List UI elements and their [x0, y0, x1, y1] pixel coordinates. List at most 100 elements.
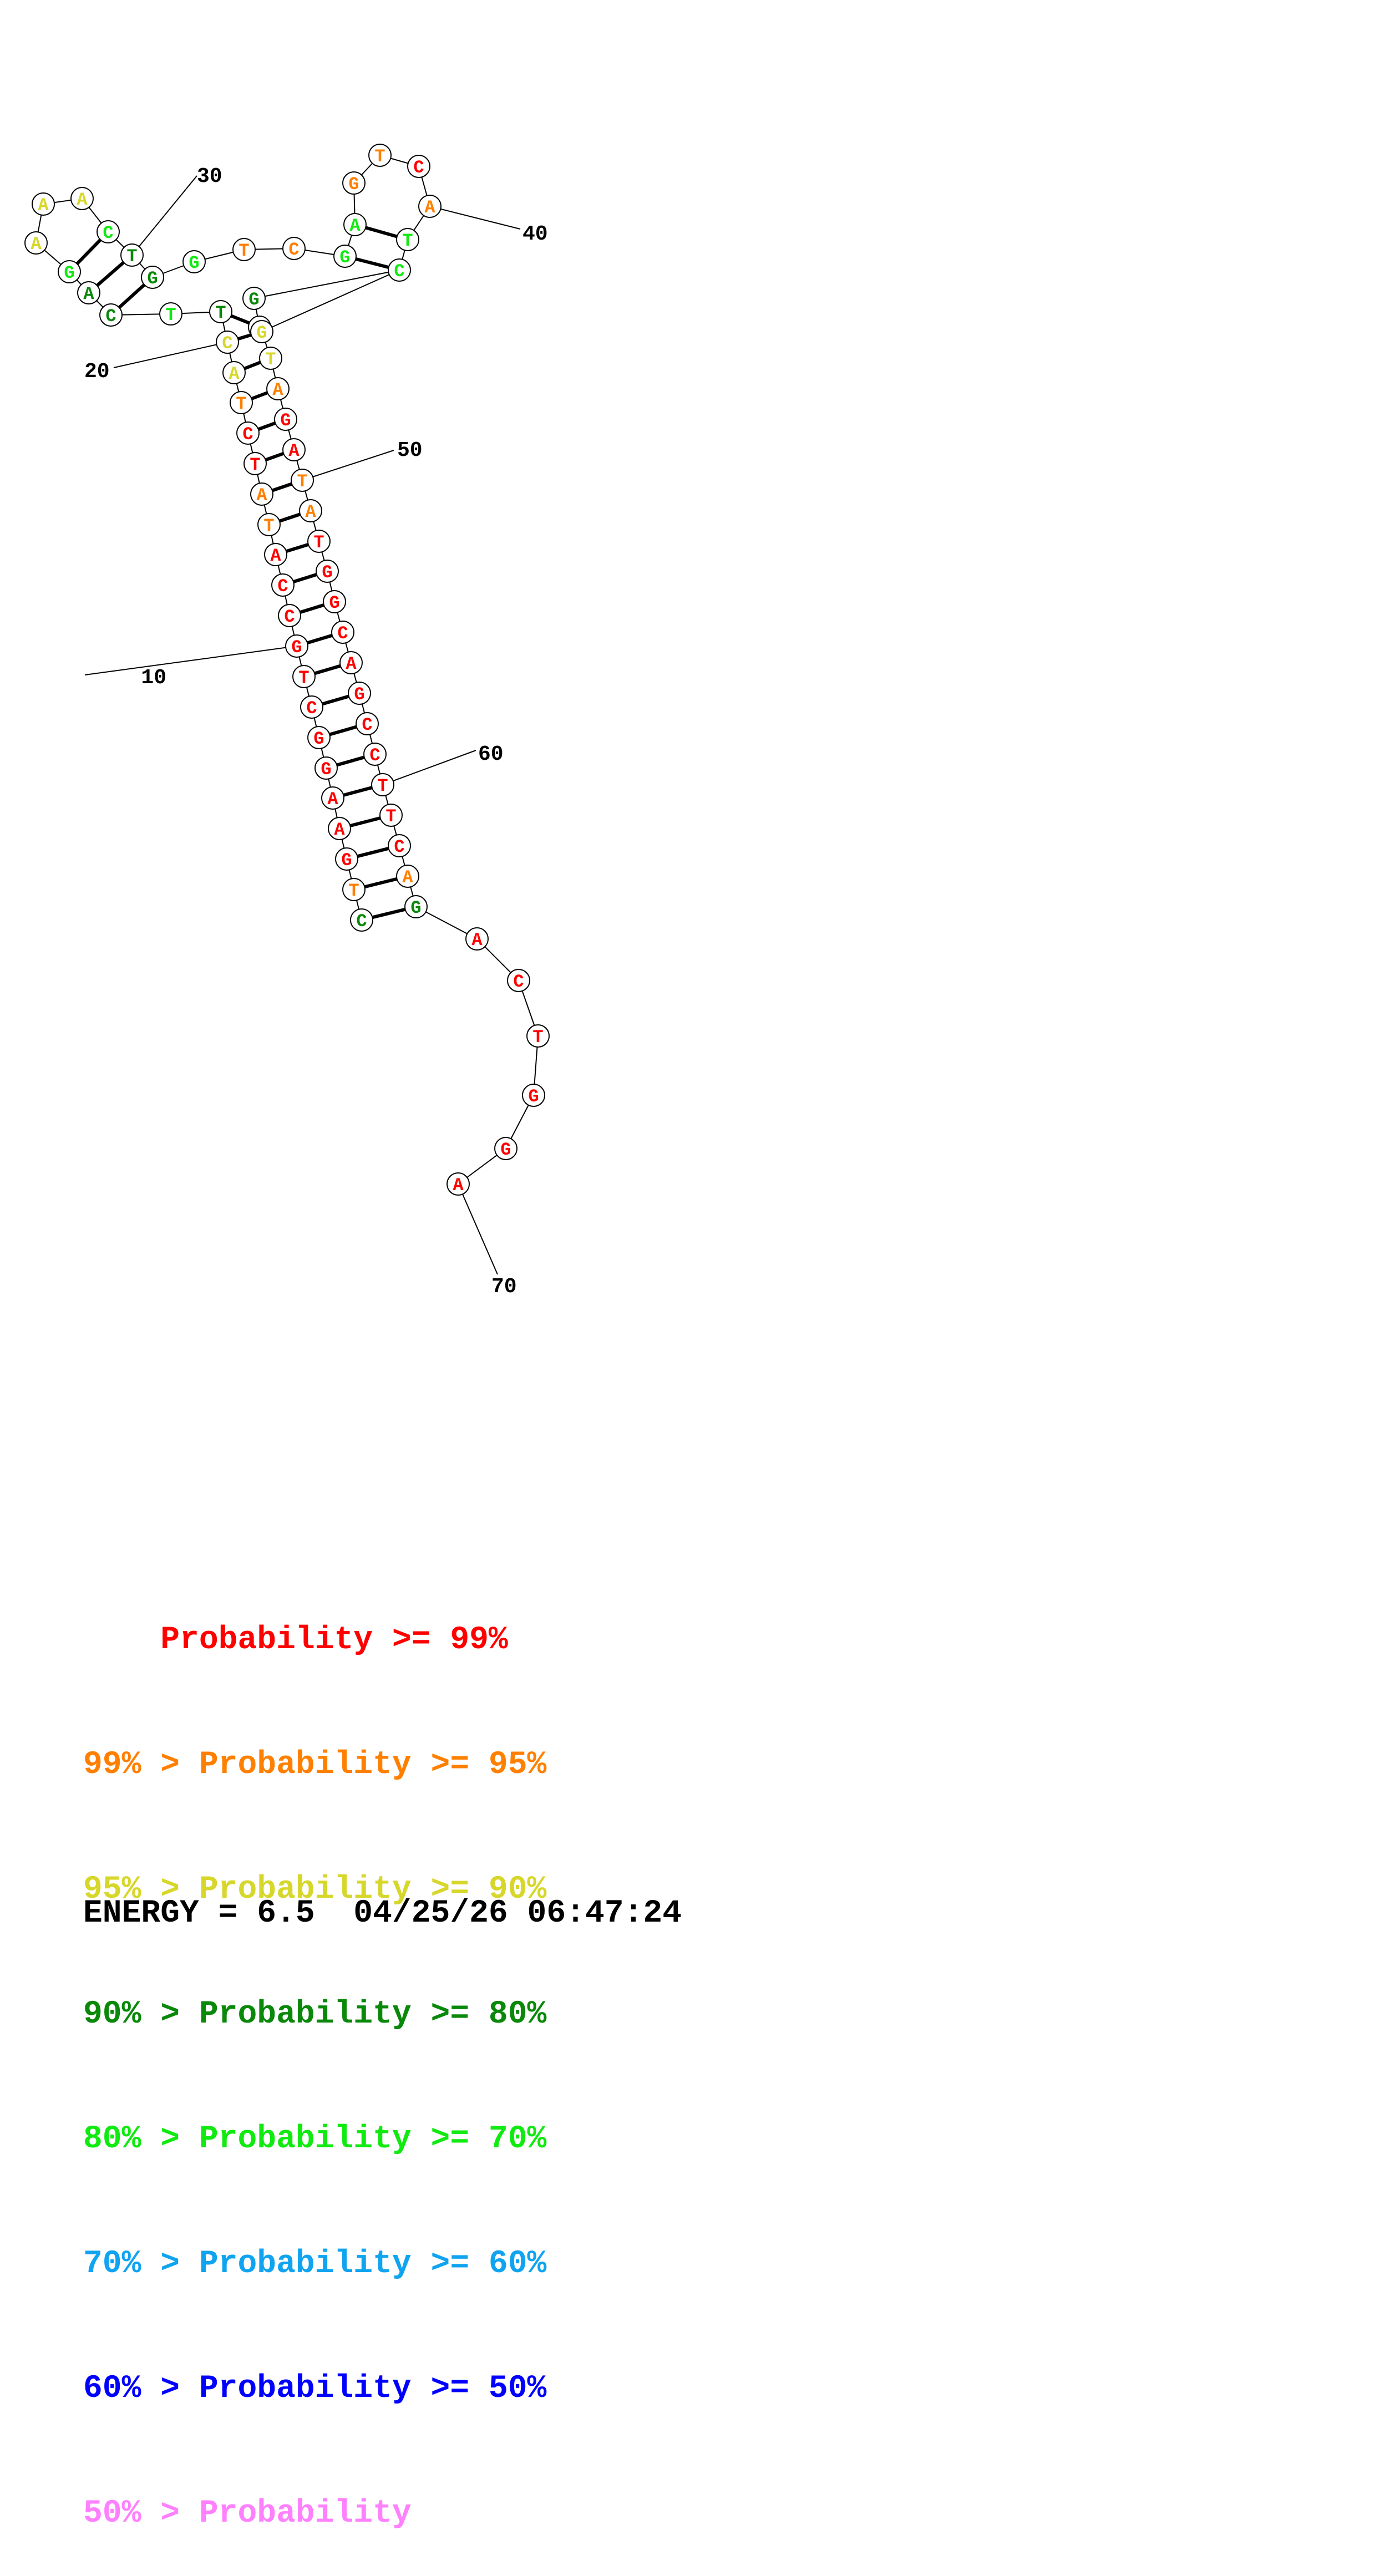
nucleotide-base: A [305, 502, 316, 522]
nucleotide-circle [323, 590, 346, 613]
nucleotide: T [292, 665, 316, 688]
nucleotide-circle [120, 243, 144, 267]
nucleotide: T [232, 238, 256, 261]
nucleotide: G [316, 560, 339, 583]
nucleotide-circle [307, 530, 331, 553]
nucleotide: G [494, 1137, 517, 1160]
nucleotide-base: C [413, 157, 424, 178]
nucleotide-circle [494, 1137, 517, 1160]
nucleotide-base: G [354, 684, 364, 705]
nucleotide-circle [356, 712, 379, 735]
nucleotide-base: T [532, 1027, 543, 1048]
position-label: 10 [141, 666, 166, 690]
nucleotide: A [328, 817, 351, 840]
nucleotide-base: G [248, 289, 259, 310]
nucleotide-base: T [250, 455, 260, 475]
nucleotide-base: T [385, 806, 396, 827]
nucleotide: T [230, 391, 253, 414]
nucleotide-circle [97, 220, 120, 243]
legend-text: Probability [199, 2496, 412, 2532]
nucleotide-circle [271, 573, 295, 597]
nucleotide-base: A [346, 654, 357, 674]
legend-row-70: 80% > Probability >= 70% [83, 2118, 546, 2160]
position-label-layer: 10 20 30 40 50 60 70 [84, 165, 548, 1299]
nucleotide-base: C [394, 837, 404, 857]
nucleotide: C [363, 743, 387, 766]
nucleotide-base: A [424, 197, 435, 218]
nucleotide: A [282, 438, 306, 461]
nucleotide-circle [266, 377, 290, 400]
timestamp: 04/25/26 06:47:24 [353, 1896, 682, 1932]
nucleotide-circle [418, 195, 442, 218]
nucleotide-circle [396, 865, 419, 888]
nucleotide-base: A [77, 190, 88, 210]
nucleotide-base: T [377, 776, 388, 796]
nucleotide-circle [282, 438, 306, 461]
nucleotide: C [236, 421, 260, 445]
nucleotide-base: G [280, 410, 291, 431]
legend-row-60: 70% > Probability >= 60% [83, 2243, 546, 2285]
nucleotide-base: A [288, 441, 300, 461]
legend-prefix [83, 1622, 160, 1658]
nucleotide: C [331, 621, 354, 644]
nucleotide-circle [388, 834, 411, 857]
nucleotide-circle [350, 908, 373, 932]
nucleotide: T [120, 243, 144, 267]
nucleotide-circle [404, 895, 428, 918]
nucleotide-base: G [329, 593, 339, 613]
nucleotide: G [285, 634, 308, 658]
nucleotide-circle [250, 320, 273, 343]
nucleotide-circle [236, 421, 260, 445]
nucleotide-base: T [236, 394, 246, 414]
nucleotide-circle [371, 773, 394, 796]
nucleotide-circle [522, 1084, 545, 1107]
nucleotide: G [314, 756, 338, 780]
nucleotide-circle [242, 287, 266, 310]
nucleotide: A [299, 499, 322, 522]
nucleotide-base: G [189, 253, 199, 273]
nucleotide-circle [291, 469, 314, 492]
position-label: 50 [397, 439, 423, 463]
nucleotide: C [271, 573, 295, 597]
nucleotide-circle [342, 878, 366, 901]
nucleotide-base: G [256, 323, 267, 343]
nucleotide-circle [335, 847, 358, 871]
nucleotide: C [97, 220, 120, 243]
position-tick [429, 206, 521, 230]
legend-text: Probability >= 95% [199, 1747, 547, 1783]
nucleotide-circle [77, 281, 100, 304]
nucleotide-base: C [306, 698, 317, 719]
nucleotide-base: C [362, 715, 372, 735]
nucleotide-circle [321, 786, 344, 810]
legend-row-95: 99% > Probability >= 95% [83, 1744, 546, 1786]
backbone-segment [253, 270, 400, 299]
position-tick [302, 450, 394, 481]
nucleotide-base: G [313, 729, 324, 749]
nucleotide-circle [316, 560, 339, 583]
nucleotide-base: C [513, 972, 524, 992]
nucleotide: G [58, 260, 81, 283]
nucleotide-circle [250, 482, 273, 506]
nucleotide-base: A [38, 195, 49, 216]
nucleotide-base: T [298, 668, 309, 688]
legend-row-80: 90% > Probability >= 80% [83, 1994, 546, 2035]
nucleotide: A [264, 543, 287, 566]
nucleotide: A [250, 482, 273, 506]
nucleotide: A [24, 231, 48, 255]
position-tick [131, 175, 197, 256]
nucleotide: G [182, 250, 206, 273]
nucleotide: T [307, 530, 331, 553]
nucleotide: A [321, 786, 344, 810]
nucleotide: C [388, 258, 411, 282]
legend-prefix: 90% > [83, 1996, 199, 2033]
legend-prefix: 70% > [83, 2246, 199, 2282]
nucleotide-base: C [288, 240, 299, 260]
nucleotide: G [307, 726, 331, 749]
legend-text: Probability >= 80% [199, 1996, 547, 2033]
nucleotide-circle [299, 499, 322, 522]
legend-prefix: 60% > [83, 2371, 199, 2407]
position-label: 60 [478, 743, 504, 766]
nucleotide-base: T [215, 303, 226, 323]
nucleotide-base: T [348, 881, 359, 901]
nucleotide-base: A [272, 380, 283, 400]
